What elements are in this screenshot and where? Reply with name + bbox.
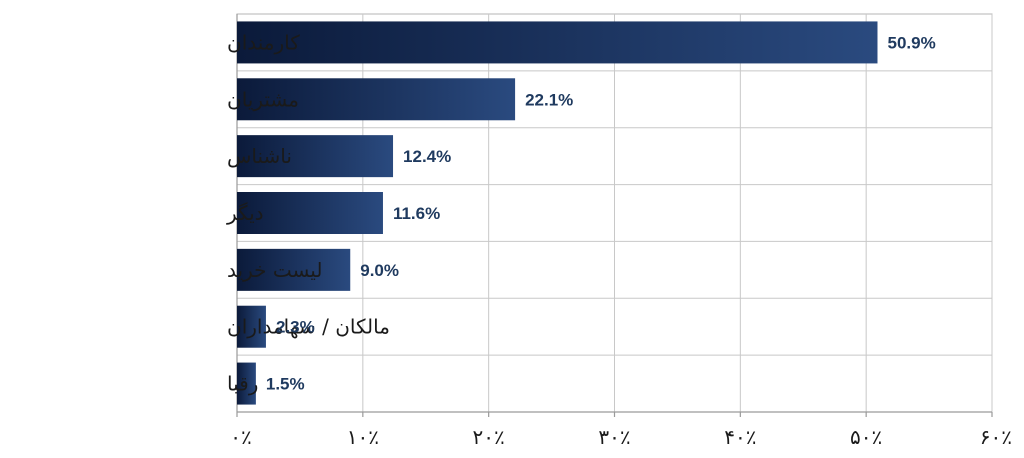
category-labels: کارمندان مشتریان ناشناس دیگر لیست خرید مالکان… bbox=[226, 30, 390, 395]
data-label: 12.4% bbox=[403, 147, 451, 166]
x-tick-label: ۰٪ bbox=[230, 425, 251, 449]
category-label: مالکان / سهامداران bbox=[227, 315, 390, 339]
data-label: 11.6% bbox=[393, 204, 440, 223]
bar bbox=[237, 362, 256, 405]
x-tick-label: ۲۰٪ bbox=[473, 425, 505, 449]
x-tick-labels: ۰٪ ۱۰٪ ۲۰٪ ۳۰٪ ۴۰٪ ۵۰٪ ۶۰٪ bbox=[230, 425, 1012, 449]
bar bbox=[237, 192, 383, 234]
bar bbox=[237, 248, 351, 291]
data-label: 9.0% bbox=[360, 261, 399, 280]
category-label: کارمندان bbox=[227, 30, 300, 54]
bars bbox=[237, 21, 878, 405]
x-tick-label: ۳۰٪ bbox=[598, 425, 630, 449]
bar bbox=[237, 305, 266, 348]
category-label: ناشناس bbox=[227, 144, 292, 168]
x-tick-label: ۴۰٪ bbox=[724, 425, 756, 449]
category-label: دیگر bbox=[226, 201, 264, 225]
category-label: رقبا bbox=[227, 372, 258, 396]
bar bbox=[237, 78, 516, 121]
data-label: 2.3% bbox=[276, 318, 315, 337]
grid-lines bbox=[236, 14, 993, 417]
category-label: لیست خرید bbox=[227, 258, 322, 282]
data-label: 1.5% bbox=[266, 375, 305, 394]
data-label: 22.1% bbox=[525, 90, 573, 109]
bar bbox=[237, 21, 878, 64]
x-tick-label: ۵۰٪ bbox=[850, 425, 882, 449]
value-labels: 50.9% 22.1% 12.4% 11.6% 9.0% 2.3% 1.5% bbox=[266, 33, 936, 393]
data-label: 50.9% bbox=[887, 33, 935, 52]
category-label: مشتریان bbox=[227, 87, 299, 111]
bar bbox=[237, 135, 394, 178]
x-tick-label: ۱۰٪ bbox=[347, 425, 379, 449]
x-tick-label: ۶۰٪ bbox=[980, 425, 1012, 449]
